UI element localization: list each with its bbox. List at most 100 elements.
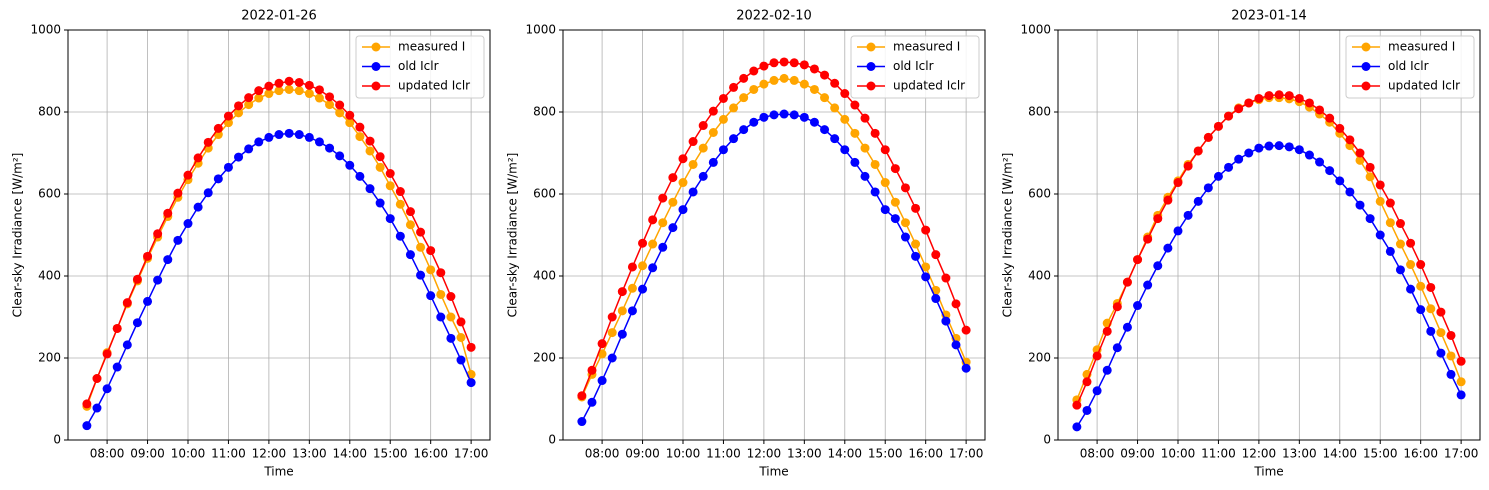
data-point: [789, 75, 799, 85]
x-tick-label: 15:00: [1363, 447, 1398, 461]
data-point: [1375, 180, 1385, 190]
data-point: [1224, 162, 1234, 172]
legend-box: [355, 35, 485, 99]
data-point: [951, 340, 961, 350]
data-point: [102, 384, 112, 394]
data-point: [1406, 284, 1416, 294]
x-tick-label: 14:00: [827, 447, 862, 461]
chart-title: 2022-01-26: [241, 9, 317, 24]
data-point: [597, 339, 607, 349]
data-point: [638, 261, 648, 271]
data-point: [1304, 150, 1314, 160]
data-point: [961, 325, 971, 335]
data-point: [1385, 246, 1395, 256]
data-point: [1436, 307, 1446, 317]
data-point: [1234, 104, 1244, 114]
data-point: [1143, 234, 1153, 244]
data-point: [921, 262, 931, 272]
data-point: [708, 128, 718, 137]
data-point: [830, 103, 840, 113]
legend-label: measured I: [398, 40, 465, 54]
data-point: [1244, 98, 1254, 108]
data-point: [1355, 200, 1365, 210]
data-point: [213, 123, 223, 133]
data-point: [122, 298, 132, 308]
data-point: [203, 137, 213, 147]
data-point: [1294, 93, 1304, 103]
data-point: [264, 89, 274, 99]
data-point: [436, 289, 446, 299]
data-point: [850, 100, 860, 110]
data-point: [1416, 260, 1426, 270]
data-point: [1133, 301, 1143, 311]
data-point: [1072, 400, 1082, 410]
data-point: [688, 159, 698, 169]
data-point: [284, 84, 294, 94]
data-point: [405, 250, 415, 260]
data-point: [183, 170, 193, 180]
data-point: [335, 108, 345, 118]
data-point: [1284, 142, 1294, 152]
data-point: [870, 187, 880, 197]
data-point: [1385, 218, 1395, 228]
data-point: [658, 242, 668, 252]
data-point: [698, 121, 708, 131]
data-point: [759, 79, 769, 89]
data-point: [1315, 157, 1325, 167]
data-point: [769, 110, 779, 120]
data-point: [92, 374, 102, 383]
data-point: [466, 342, 476, 352]
data-point: [617, 287, 627, 297]
data-point: [446, 333, 456, 343]
data-point: [153, 275, 163, 285]
x-tick-label: 11:00: [706, 447, 741, 461]
legend-label: old Iclr: [1388, 59, 1429, 73]
x-tick-label: 17:00: [454, 447, 489, 461]
data-point: [1456, 377, 1466, 387]
y-tick-label: 0: [548, 433, 556, 447]
data-point: [648, 215, 658, 225]
data-point: [456, 355, 466, 365]
data-point: [345, 118, 355, 128]
data-point: [254, 137, 264, 147]
data-point: [304, 80, 314, 90]
data-point: [375, 152, 385, 162]
data-point: [446, 292, 456, 301]
y-tick-label: 800: [533, 105, 556, 119]
data-point: [911, 251, 921, 261]
data-point: [385, 169, 395, 178]
data-point: [850, 128, 860, 138]
data-point: [708, 106, 718, 116]
data-point: [314, 93, 324, 103]
data-point: [1355, 148, 1365, 158]
data-point: [244, 100, 254, 110]
data-point: [426, 291, 436, 301]
data-point: [234, 101, 244, 111]
data-point: [627, 283, 637, 293]
x-tick-label: 16:00: [1403, 447, 1438, 461]
data-point: [335, 151, 345, 161]
data-point: [163, 255, 173, 265]
data-point: [1456, 390, 1466, 400]
x-tick-label: 08:00: [585, 447, 620, 461]
data-point: [1244, 148, 1254, 158]
data-point: [840, 114, 850, 124]
data-point: [304, 89, 314, 99]
data-point: [234, 152, 244, 162]
data-point: [213, 174, 223, 184]
plot-frame: [1057, 29, 1481, 441]
y-tick-label: 1000: [1020, 23, 1051, 37]
data-point: [1102, 326, 1112, 336]
data-point: [112, 362, 122, 372]
data-point: [375, 198, 385, 208]
data-point: [416, 242, 426, 252]
legend-label: old Iclr: [398, 59, 439, 73]
data-point: [870, 128, 880, 138]
x-axis-label: Time: [1253, 465, 1283, 479]
data-point: [759, 61, 769, 71]
data-point: [729, 103, 739, 113]
data-point: [294, 130, 304, 140]
data-point: [1122, 277, 1132, 287]
data-point: [1102, 365, 1112, 375]
data-point: [1163, 243, 1173, 253]
